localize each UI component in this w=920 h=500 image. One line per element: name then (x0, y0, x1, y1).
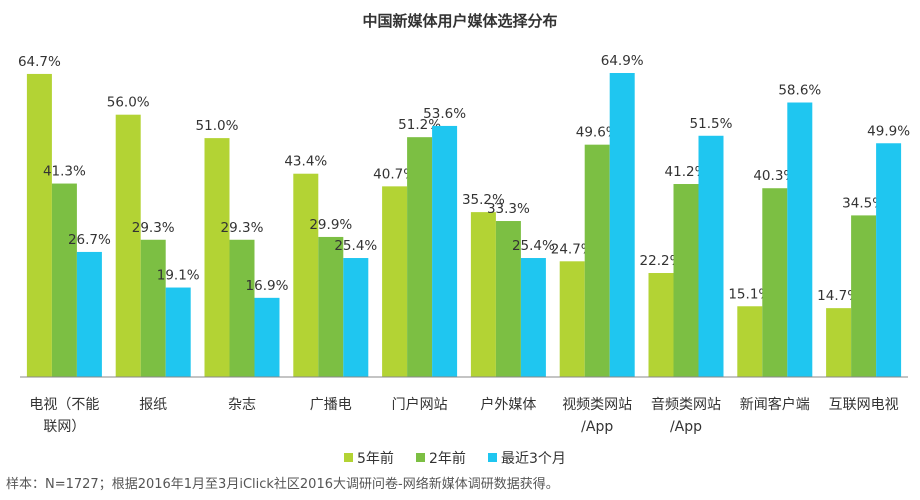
bar (26, 73, 52, 377)
data-label: 14.7% (817, 288, 860, 304)
x-tick-label: 新闻客户端 (740, 396, 810, 413)
x-tick-label: 联网） (43, 419, 85, 435)
bar (293, 173, 319, 377)
data-label: 25.4% (334, 238, 377, 254)
data-label: 24.7% (551, 241, 594, 257)
x-tick-label: 互联网电视 (829, 397, 899, 413)
bar (673, 184, 699, 377)
bar (648, 273, 674, 377)
bar (470, 212, 496, 377)
source-note: 样本：N=1727；根据2016年1月至3月iClick社区2016大调研问卷-… (6, 476, 559, 492)
bar (382, 186, 408, 377)
data-label: 51.5% (690, 116, 733, 132)
legend-swatch (488, 453, 497, 462)
x-tick-label: 门户网站 (392, 396, 448, 413)
x-tick-label: 报纸 (139, 397, 167, 413)
data-label: 58.6% (778, 83, 821, 99)
bar (559, 261, 585, 377)
data-label: 15.1% (728, 286, 771, 302)
data-label: 43.4% (284, 154, 327, 170)
bar (254, 297, 280, 377)
data-label: 22.2% (640, 253, 683, 269)
bar (762, 188, 788, 377)
x-tick-label: 杂志 (228, 397, 256, 413)
data-label: 56.0% (107, 95, 150, 111)
chart-title: 中国新媒体用户媒体选择分布 (362, 12, 557, 30)
data-label: 19.1% (157, 268, 200, 284)
x-tick-label: 音频类网站 (651, 396, 721, 413)
data-label: 34.5% (842, 195, 885, 211)
data-label: 49.6% (576, 125, 619, 141)
legend-label: 2年前 (429, 450, 466, 467)
bar (407, 137, 433, 377)
bar (495, 221, 521, 377)
x-tick-label: /App (581, 419, 613, 435)
data-label: 35.2% (462, 192, 505, 208)
bar (698, 135, 724, 377)
legend-label: 5年前 (357, 450, 394, 467)
bar (343, 258, 369, 377)
data-label: 29.9% (309, 217, 352, 233)
bar (318, 236, 344, 377)
bar (609, 73, 635, 377)
bar (787, 102, 813, 378)
x-tick-label: 户外媒体 (480, 396, 536, 413)
bar (432, 125, 458, 377)
data-label: 40.7% (373, 166, 416, 182)
bar (140, 239, 166, 377)
x-tick-label: 广播电 (310, 397, 352, 413)
data-label: 16.9% (246, 278, 289, 294)
bar (115, 114, 141, 377)
data-label: 29.3% (221, 220, 264, 236)
legend-swatch (344, 453, 353, 462)
bar (520, 258, 546, 377)
bar (826, 308, 852, 377)
data-label: 40.3% (753, 168, 796, 184)
bar (76, 251, 102, 377)
data-label: 25.4% (512, 238, 555, 254)
bar (876, 143, 902, 377)
bar (584, 144, 610, 377)
legend-swatch (416, 453, 425, 462)
x-tick-label: 电视（不能 (29, 397, 99, 413)
data-label: 64.7% (18, 54, 61, 70)
bar (229, 239, 255, 377)
data-label: 49.9% (867, 123, 910, 139)
bar (737, 306, 763, 377)
legend-label: 最近3个月 (501, 451, 566, 467)
bar (851, 215, 877, 377)
x-tick-label: /App (670, 419, 702, 435)
x-tick-label: 视频类网站 (562, 397, 632, 413)
data-label: 29.3% (132, 220, 175, 236)
data-label: 51.0% (196, 118, 239, 134)
bar (165, 287, 191, 377)
data-label: 41.3% (43, 164, 86, 180)
data-label: 33.3% (487, 201, 530, 217)
data-label: 26.7% (68, 232, 111, 248)
data-label: 64.9% (601, 53, 644, 69)
data-label: 41.2% (665, 164, 708, 180)
bar (204, 138, 230, 377)
data-label: 53.6% (423, 106, 466, 122)
bar (51, 183, 77, 377)
data-label: 51.2% (398, 117, 441, 133)
